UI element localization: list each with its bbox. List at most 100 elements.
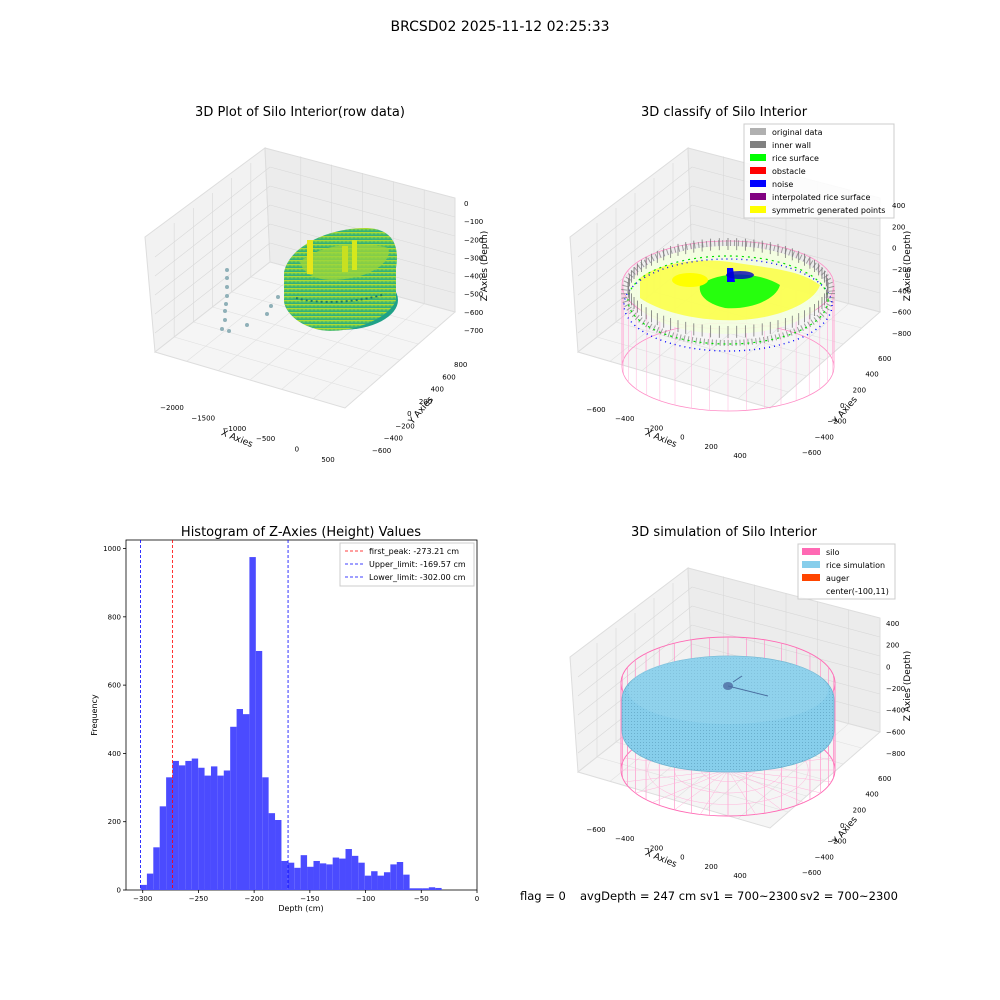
hist-y-tick-label: 800 — [108, 613, 121, 621]
hist-bar — [249, 557, 256, 890]
hist-bar — [262, 777, 269, 890]
sim-x-tick-label: −200 — [644, 844, 663, 852]
hist-xlabel: Depth (cm) — [278, 904, 323, 913]
hist-bar — [166, 777, 173, 890]
hist-x-tick-label: −300 — [133, 895, 152, 903]
cls-x-tick-label: 200 — [705, 443, 718, 451]
sim-z-tick-label: −400 — [886, 707, 905, 715]
sim-legend-label: center(-100,11) — [826, 587, 889, 596]
hist-bar — [230, 726, 237, 890]
hist-bar — [294, 867, 301, 890]
sim-legend: silo rice simulation auger center(-100,11) — [797, 543, 896, 600]
hist-bar — [409, 888, 416, 890]
classify-legend-label: interpolated rice surface — [772, 193, 870, 202]
hist-bar — [159, 806, 167, 890]
classify-legend-label: rice surface — [772, 154, 819, 163]
cls-z-tick-label: 0 — [892, 245, 896, 253]
raw-z-tick-label: −300 — [464, 254, 483, 262]
raw-z-tick-label: −600 — [464, 309, 483, 317]
raw-point-cloud — [284, 228, 398, 331]
hist-bar — [172, 760, 179, 890]
hist-bar — [236, 709, 243, 890]
hist-bar — [217, 775, 224, 890]
classify-legend-box — [743, 123, 895, 219]
raw-point — [245, 323, 249, 327]
hist-y-tick-label: 0 — [117, 887, 121, 895]
sim-y-tick-label: −600 — [802, 869, 821, 877]
classify-legend-label: obstacle — [772, 167, 806, 176]
hist-bar — [345, 849, 352, 890]
cls-z-tick-label: −600 — [892, 309, 911, 317]
hist-bar — [140, 884, 147, 890]
sim-legend-label: silo — [826, 548, 840, 557]
panel-simulation-3d: 3D simulation of Silo Interior — [569, 525, 913, 880]
footer-sv2: sv2 = 700~2300 — [800, 889, 898, 903]
sim-legend-label: auger — [826, 574, 850, 583]
hist-bar — [178, 765, 186, 890]
classify-legend-label: noise — [772, 180, 793, 189]
sim-x-tick-label: 200 — [705, 863, 718, 871]
raw-y-tick-label: 600 — [442, 373, 455, 381]
hist-bar — [383, 872, 391, 890]
footer-avg-depth: avgDepth = 247 cm — [580, 889, 696, 903]
raw-z-tick-label: −500 — [464, 291, 483, 299]
raw-z-tick-label: −700 — [464, 327, 483, 335]
sim-auger — [723, 675, 769, 697]
classify-title: 3D classify of Silo Interior — [641, 105, 808, 120]
raw-point — [223, 318, 227, 322]
classify-legend-label: original data — [772, 128, 823, 137]
raw-point — [225, 268, 229, 272]
classify-legend-swatch — [750, 193, 766, 200]
cls-y-tick-label: −200 — [827, 418, 846, 426]
hist-bar — [243, 714, 250, 890]
hist-bar — [153, 847, 160, 890]
hist-bar — [210, 766, 218, 890]
hist-bar — [415, 888, 423, 890]
simulation-title: 3D simulation of Silo Interior — [631, 525, 818, 540]
classify-legend-swatch — [750, 141, 766, 148]
raw-point — [225, 285, 229, 289]
cls-z-tick-label: −800 — [892, 330, 911, 338]
sim-rice-surface — [621, 655, 835, 773]
panel-raw-3d: 3D Plot of Silo Interior(row data) — [144, 105, 490, 464]
raw-y-tick-label: −200 — [395, 422, 414, 430]
hist-bar — [435, 887, 442, 890]
sim-y-tick-label: 600 — [878, 775, 891, 783]
hist-legend-label: Upper_limit: -169.57 cm — [369, 560, 466, 569]
hist-bar — [198, 767, 205, 890]
panel-classify-3d: 3D classify of Silo Interior original — [569, 105, 913, 460]
raw-zlabel: Z Axies (Depth) — [480, 231, 490, 302]
raw-z-tick-label: −400 — [464, 273, 483, 281]
hist-bar — [275, 820, 282, 890]
sim-x-tick-label: −600 — [586, 826, 605, 834]
cls-y-tick-label: −600 — [802, 449, 821, 457]
hist-x-tick-label: −200 — [245, 895, 264, 903]
sim-z-tick-label: −800 — [886, 750, 905, 758]
classify-legend-swatch — [750, 180, 766, 187]
raw-point — [269, 304, 273, 308]
sim-x-tick-label: −400 — [615, 835, 634, 843]
cls-y-tick-label: 600 — [878, 355, 891, 363]
classify-legend-label: inner wall — [772, 141, 811, 150]
raw-outlier-points — [220, 268, 280, 333]
raw-point — [227, 329, 231, 333]
hist-bar — [313, 860, 320, 890]
sim-y-tick-label: 400 — [865, 791, 878, 799]
hist-axes: −300 −250 −200 −150 −100 −50 0 0 200 400 600 800 100… — [103, 545, 479, 903]
classify-legend: original data inner wall rice surface obsta… — [743, 123, 895, 219]
sim-z-tick-label: −200 — [886, 685, 905, 693]
hist-bar — [371, 871, 378, 890]
hist-title: Histogram of Z-Axies (Height) Values — [181, 525, 421, 540]
cls-x-tick-label: 0 — [680, 434, 684, 442]
hist-bar — [255, 650, 263, 890]
hist-bar — [204, 775, 211, 890]
hist-bar — [300, 855, 308, 890]
cls-z-tick-label: −200 — [892, 266, 911, 274]
sim-legend-swatch — [802, 561, 820, 568]
hist-bar — [332, 857, 340, 890]
sim-legend-label: rice simulation — [826, 561, 885, 570]
cls-y-tick-label: 200 — [853, 386, 866, 394]
hist-x-tick-label: −50 — [414, 895, 429, 903]
